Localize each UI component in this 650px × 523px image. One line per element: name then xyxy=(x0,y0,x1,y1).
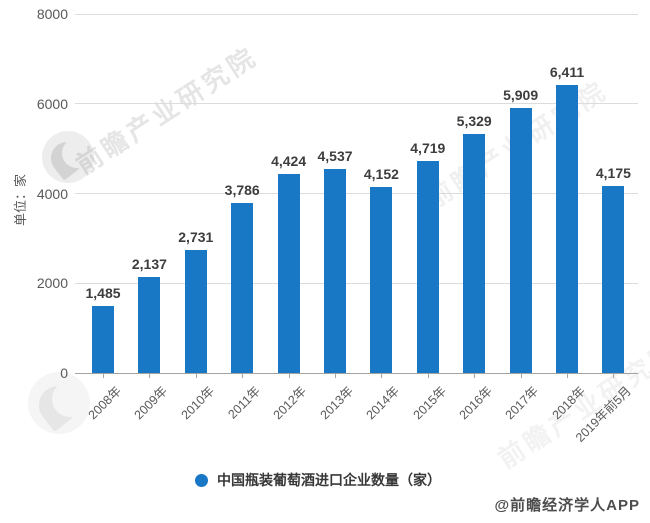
bar xyxy=(231,203,254,373)
legend: 中国瓶装葡萄酒进口企业数量（家） xyxy=(195,470,441,490)
gridline xyxy=(75,282,638,284)
bar-value-label: 5,329 xyxy=(456,112,492,129)
bar-value-label: 4,175 xyxy=(595,164,631,181)
bar-value-label: 6,411 xyxy=(549,64,585,81)
watermark-text: 前瞻产业研究院 xyxy=(70,40,264,181)
gridline xyxy=(75,193,638,194)
x-axis-tick xyxy=(520,374,522,378)
bar xyxy=(556,85,578,373)
bar-value-label: 4,152 xyxy=(363,165,399,182)
y-tick-label: 4000 xyxy=(36,185,68,202)
bar-value-label: 2,731 xyxy=(178,229,214,246)
legend-label: 中国瓶装葡萄酒进口企业数量（家） xyxy=(217,472,441,488)
x-tick-label: 2018年 xyxy=(549,383,588,423)
bar xyxy=(416,161,439,373)
bar-value-label: 4,719 xyxy=(410,140,446,157)
x-axis-tick xyxy=(242,374,244,378)
x-axis-tick xyxy=(427,374,429,378)
watermark-logo xyxy=(42,131,94,183)
bar-value-label: 5,909 xyxy=(503,86,539,103)
x-axis-tick xyxy=(381,374,383,378)
x-axis-line xyxy=(75,373,638,374)
x-tick-label: 2011年 xyxy=(225,383,263,422)
bar xyxy=(463,133,486,373)
x-tick-label: 2013年 xyxy=(317,383,356,423)
x-tick-label: 2016年 xyxy=(456,383,495,423)
bar xyxy=(277,174,300,373)
bar xyxy=(138,277,161,373)
x-tick-label: 2008年 xyxy=(85,383,124,423)
bar xyxy=(92,306,114,373)
gridline xyxy=(75,13,638,15)
y-tick-label: 6000 xyxy=(36,95,68,112)
x-axis-tick xyxy=(474,374,476,378)
y-axis-title: 单位：家 xyxy=(13,174,28,227)
bar xyxy=(509,107,532,373)
x-axis-tick xyxy=(335,374,336,378)
x-tick-label: 2017年 xyxy=(502,383,542,423)
x-tick-label: 2014年 xyxy=(363,383,403,423)
legend-marker-icon xyxy=(195,473,208,487)
x-tick-label: 2012年 xyxy=(270,383,310,423)
bar xyxy=(324,169,346,373)
gridline xyxy=(75,103,638,105)
source-credit: @前瞻经济学人APP xyxy=(494,497,640,514)
bar-value-label: 3,786 xyxy=(224,182,260,199)
bar-value-label: 2,137 xyxy=(131,256,167,273)
x-axis-tick xyxy=(103,374,104,378)
x-axis-tick xyxy=(613,374,615,378)
x-tick-label: 2015年 xyxy=(410,383,449,423)
x-axis-tick xyxy=(149,374,151,378)
bar-value-label: 4,424 xyxy=(271,153,307,170)
bar xyxy=(370,186,393,373)
y-tick-label: 2000 xyxy=(36,275,68,292)
x-tick-label: 2009年 xyxy=(131,383,171,423)
x-axis-tick xyxy=(288,374,290,378)
y-tick-label: 8000 xyxy=(36,6,68,22)
watermark-logo xyxy=(28,372,90,434)
bar xyxy=(602,185,625,373)
x-axis-tick xyxy=(567,374,568,378)
bar-value-label: 4,537 xyxy=(317,148,353,165)
bar xyxy=(184,250,207,373)
x-axis-tick xyxy=(195,374,197,378)
bar-value-label: 1,485 xyxy=(85,285,121,302)
y-tick-label: 0 xyxy=(60,365,68,381)
x-tick-label: 2010年 xyxy=(178,383,217,423)
